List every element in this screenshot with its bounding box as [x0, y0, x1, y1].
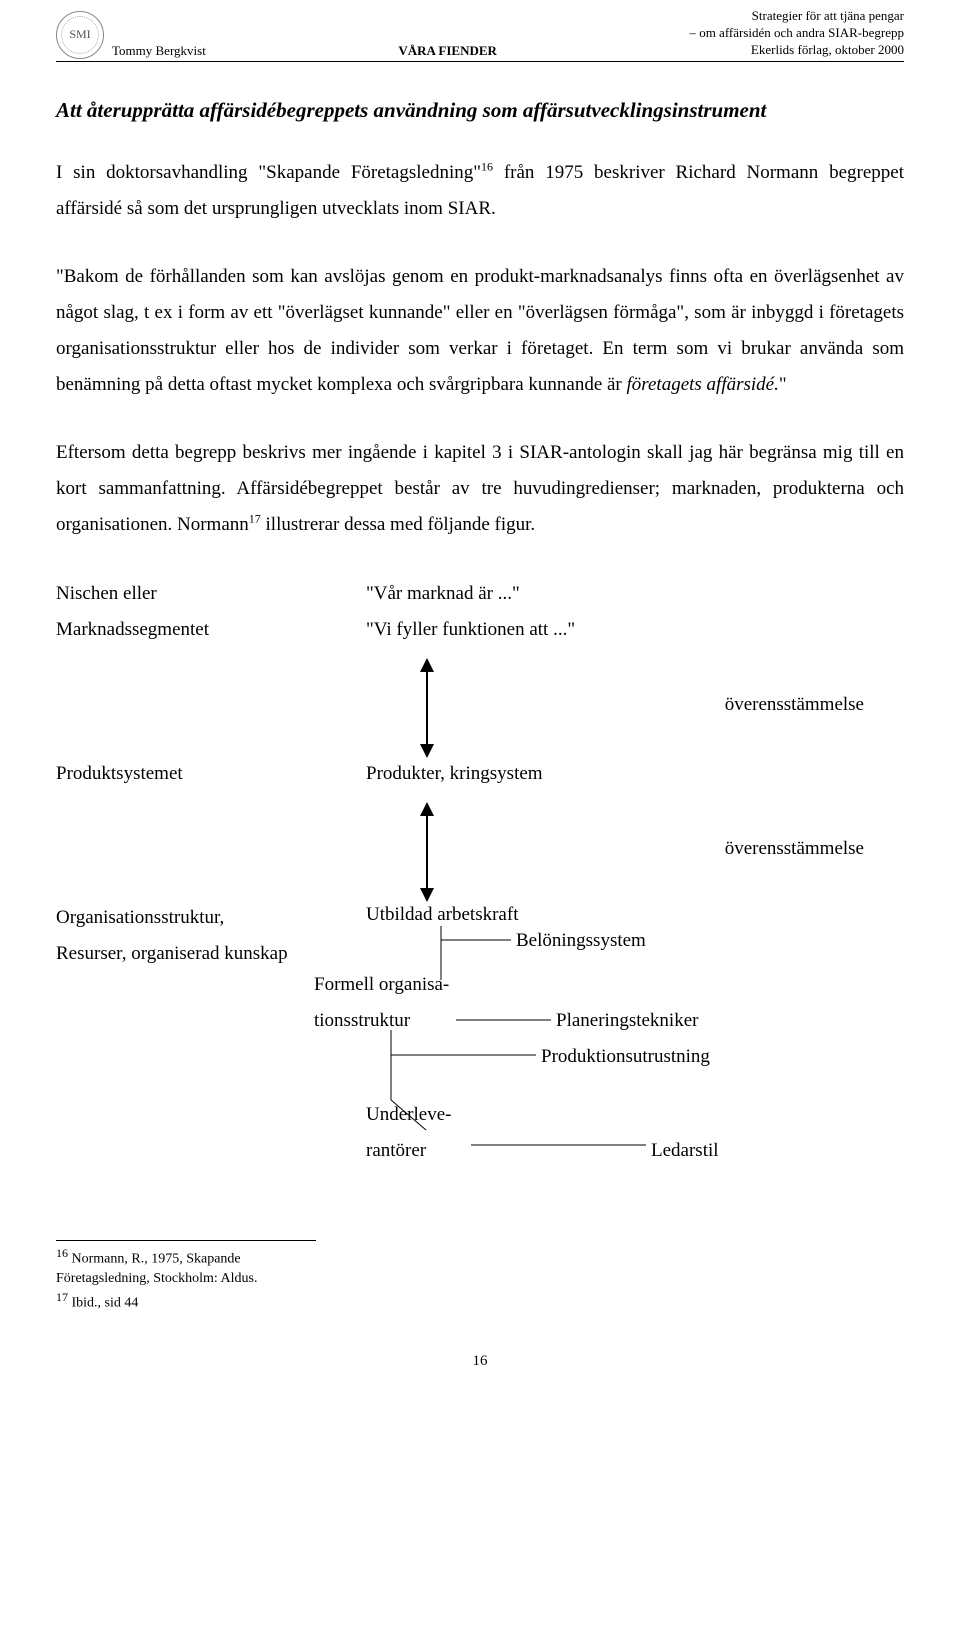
- agree-label-1: överensstämmelse: [56, 694, 864, 716]
- footnote-17-text: Ibid., sid 44: [68, 1295, 138, 1310]
- footnote-17: 17 Ibid., sid 44: [56, 1289, 316, 1313]
- footnotes: 16 Normann, R., 1975, Skapande Företagsl…: [56, 1240, 316, 1313]
- double-arrow-icon: [426, 660, 428, 756]
- para1-a: I sin doktorsavhandling "Skapande Företa…: [56, 162, 481, 183]
- org-n5: Produktionsutrustning: [541, 1046, 710, 1067]
- org-n3b: tionsstruktur: [314, 1010, 411, 1031]
- header-author: Tommy Bergkvist: [112, 43, 206, 59]
- logo-text: SMI: [69, 27, 90, 42]
- footnote-ref-16: 16: [481, 159, 493, 173]
- org-n1: Utbildad arbetskraft: [366, 904, 519, 925]
- footnote-16-sup: 16: [56, 1246, 68, 1260]
- page-header: SMI Tommy Bergkvist VÅRA FIENDER Strateg…: [56, 8, 904, 62]
- header-left: SMI Tommy Bergkvist: [56, 11, 206, 59]
- org-n3a: Formell organisa-: [314, 974, 449, 995]
- row1-right-b: "Vi fyller funktionen att ...": [366, 612, 904, 648]
- row1-right-a: "Vår marknad är ...": [366, 576, 904, 612]
- header-right-line2: – om affärsidén och andra SIAR-begrepp: [689, 25, 904, 42]
- section-title: Att återupprätta affärsidébegreppets anv…: [56, 98, 904, 123]
- row1-left-b: Marknadssegmentet: [56, 612, 366, 648]
- footnote-16: 16 Normann, R., 1975, Skapande Företagsl…: [56, 1245, 316, 1289]
- header-right-line1: Strategier för att tjäna pengar: [689, 8, 904, 25]
- para2-b: ": [779, 374, 787, 395]
- org-n6a: Underleve-: [366, 1104, 451, 1125]
- double-arrow-icon: [426, 804, 428, 900]
- document-page: SMI Tommy Bergkvist VÅRA FIENDER Strateg…: [0, 0, 960, 1410]
- footnote-ref-17: 17: [249, 512, 261, 526]
- org-tree-diagram: Utbildad arbetskraft Belöningssystem For…: [296, 900, 876, 1180]
- para2-em: företagets affärsidé.: [627, 374, 779, 395]
- figure-row-organisation: Organisationsstruktur, Resurser, organis…: [56, 900, 904, 1180]
- header-right-line3: Ekerlids förlag, oktober 2000: [689, 42, 904, 59]
- figure-row-produkt: Produktsystemet Produkter, kringsystem: [56, 756, 904, 792]
- paragraph-2: "Bakom de förhållanden som kan avslöjas …: [56, 259, 904, 403]
- org-n2: Belöningssystem: [516, 930, 646, 951]
- org-n7: Ledarstil: [651, 1140, 719, 1161]
- footnote-17-sup: 17: [56, 1290, 68, 1304]
- header-right: Strategier för att tjäna pengar – om aff…: [689, 8, 904, 59]
- row2-right: Produkter, kringsystem: [366, 756, 904, 792]
- page-number: 16: [56, 1353, 904, 1370]
- agree-label-2: överensstämmelse: [56, 838, 864, 860]
- para3-b: illustrerar dessa med följande figur.: [261, 514, 535, 535]
- footnote-16-text: Normann, R., 1975, Skapande Företagsledn…: [56, 1251, 257, 1286]
- figure-row-nisch: Nischen eller "Vår marknad är ..." Markn…: [56, 576, 904, 648]
- org-n4: Planeringstekniker: [556, 1010, 699, 1031]
- row2-left: Produktsystemet: [56, 756, 366, 792]
- paragraph-1: I sin doktorsavhandling "Skapande Företa…: [56, 155, 904, 227]
- header-center: VÅRA FIENDER: [206, 43, 690, 59]
- row1-left-a: Nischen eller: [56, 576, 366, 612]
- logo-icon: SMI: [56, 11, 104, 59]
- paragraph-3: Eftersom detta begrepp beskrivs mer ingå…: [56, 435, 904, 543]
- org-n6b: rantörer: [366, 1140, 427, 1161]
